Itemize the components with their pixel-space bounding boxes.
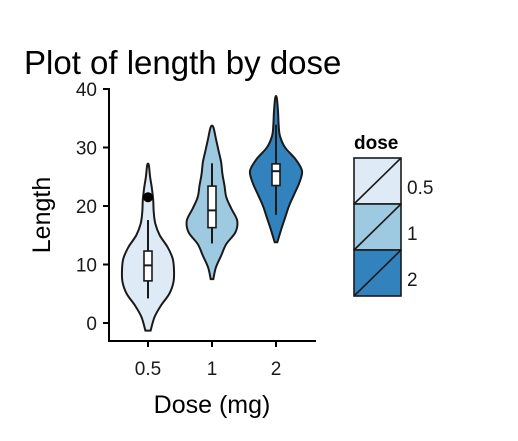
y-tick-label: 30	[76, 139, 97, 160]
outlier-point	[143, 192, 153, 203]
chart-title: Plot of length by dose	[24, 44, 341, 81]
legend-key-diagonal	[353, 249, 402, 297]
box-2	[271, 163, 281, 187]
legend-key-diagonal	[353, 203, 402, 251]
x-tick-label: 1	[207, 359, 218, 380]
legend-label-1: 1	[407, 224, 418, 245]
box-1	[207, 185, 217, 229]
y-tick-label: 20	[76, 197, 97, 218]
y-axis-label: Length	[28, 177, 56, 253]
legend-key-diagonal	[353, 157, 402, 205]
y-tick-label: 40	[76, 80, 97, 101]
x-tick-label: 0.5	[135, 359, 161, 380]
x-axis-label: Dose (mg)	[154, 391, 271, 419]
legend-title: dose	[354, 133, 398, 154]
legend-label-0.5: 0.5	[407, 178, 433, 199]
violins-group	[120, 94, 304, 332]
legend-label-2: 2	[407, 270, 418, 291]
legend: dose 0.5 1 2	[353, 133, 433, 297]
x-tick-label: 2	[271, 359, 282, 380]
y-tick-label: 0	[86, 314, 97, 335]
y-tick-label: 10	[76, 256, 97, 277]
axes-group: 0 10 20 30 40 0.5 1 2	[76, 80, 316, 380]
